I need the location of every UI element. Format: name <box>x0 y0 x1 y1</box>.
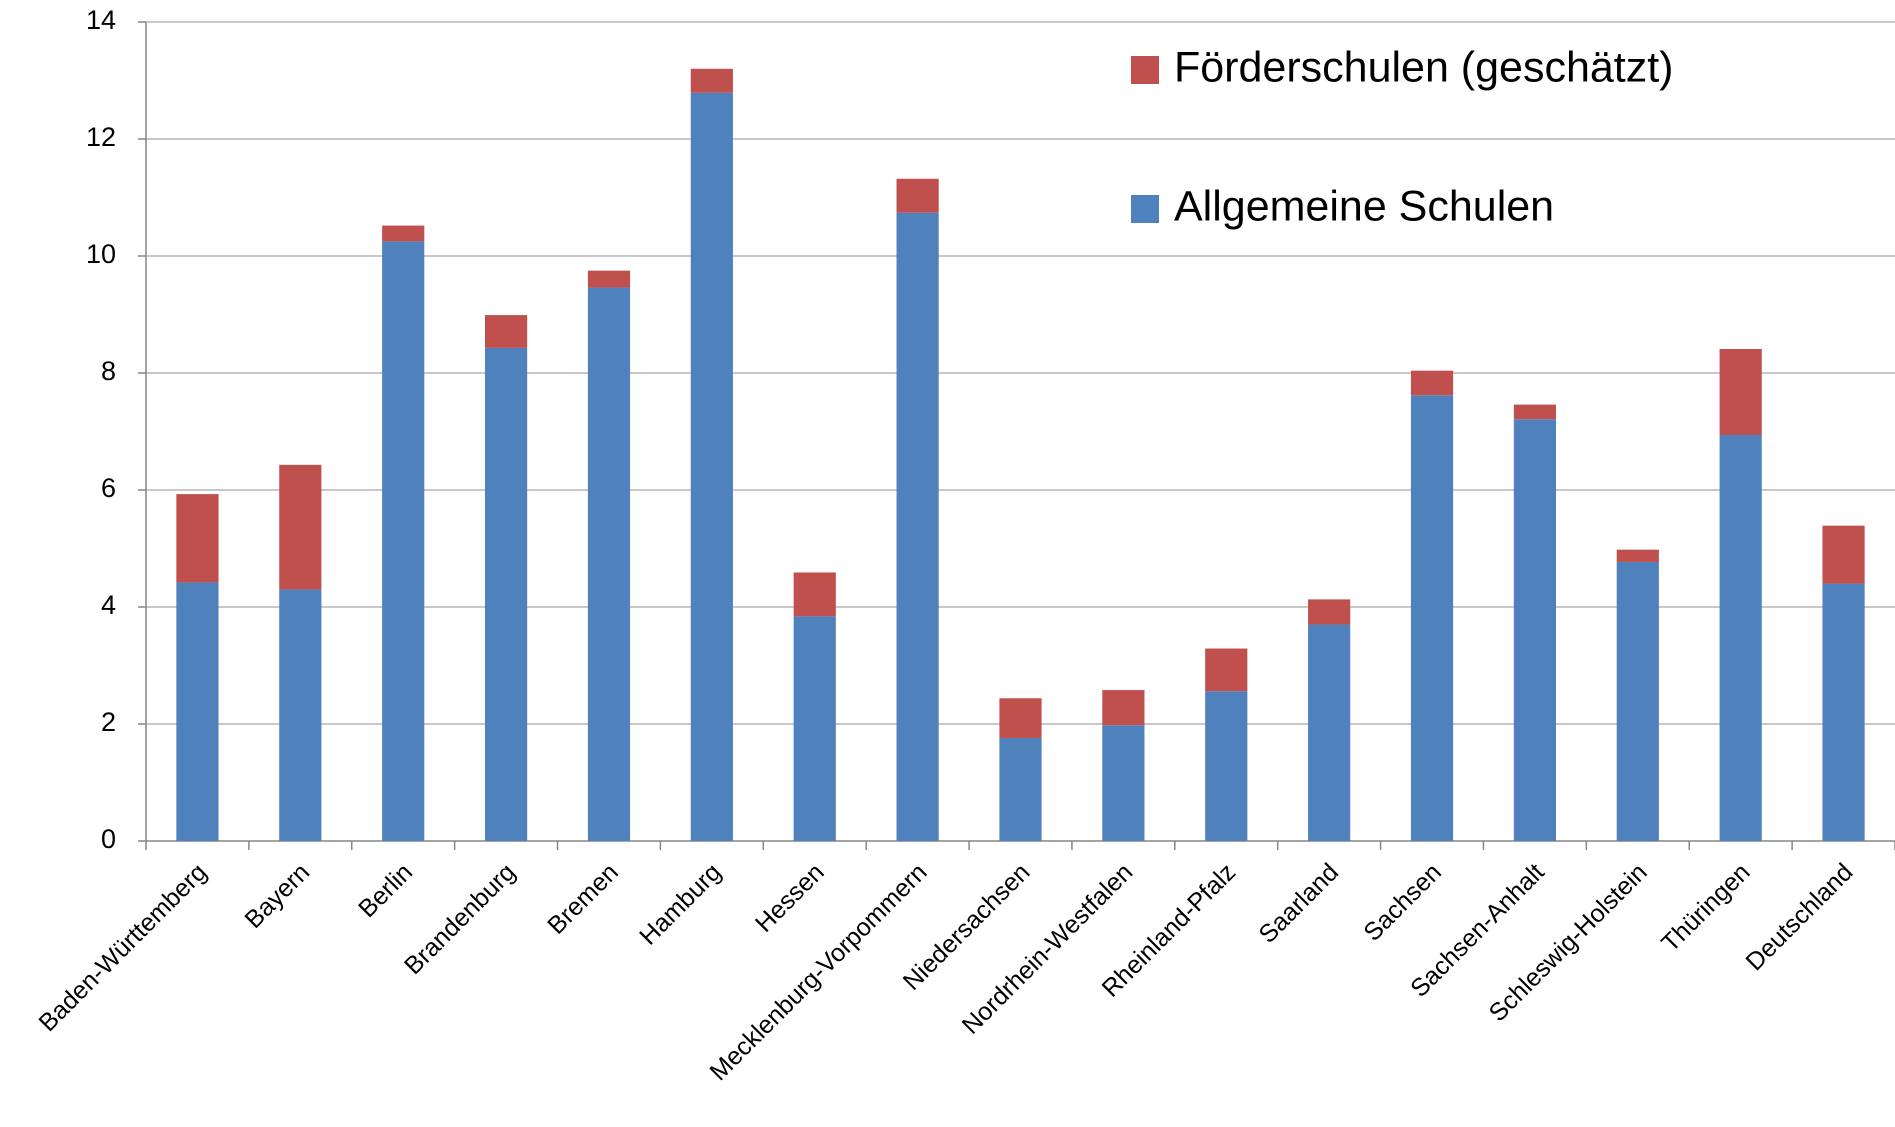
y-tick-label: 12 <box>86 122 116 152</box>
x-tick-label: Berlin <box>353 858 418 923</box>
bar-segment <box>1719 435 1762 841</box>
x-tick-label: Mecklenburg-Vorpommern <box>704 858 932 1086</box>
bar-segment <box>1513 404 1557 420</box>
bar-segment <box>1616 549 1659 562</box>
bar-segment <box>382 225 425 242</box>
bar-segment <box>587 287 631 842</box>
bar-segment <box>690 68 733 93</box>
x-tick-label: Deutschland <box>1740 858 1858 976</box>
bar-segment <box>587 270 631 288</box>
bar-segment <box>896 178 939 213</box>
bar-segment <box>896 212 939 841</box>
bar-segment <box>279 589 322 841</box>
x-tick-label: Nordrhein-Westfalen <box>957 858 1139 1040</box>
y-tick-label: 8 <box>101 356 116 386</box>
bar-segment <box>793 572 836 617</box>
bar-segment <box>1205 691 1248 841</box>
bar-segment <box>1822 583 1865 841</box>
legend-label: Allgemeine Schulen <box>1174 182 1554 230</box>
bar-segment <box>1102 690 1145 726</box>
bar-segment <box>382 241 425 841</box>
bar-segment <box>1410 370 1454 396</box>
x-tick-label: Sachsen <box>1358 858 1447 947</box>
y-tick-label: 10 <box>86 239 116 269</box>
x-tick-label: Brandenburg <box>399 858 521 980</box>
bar-segment <box>1616 561 1659 841</box>
bar-segment <box>793 616 836 841</box>
bar-segment <box>1102 725 1145 841</box>
y-tick-label: 6 <box>101 473 116 503</box>
y-tick-label: 4 <box>101 590 116 620</box>
bar-segment <box>1308 624 1351 841</box>
y-tick-label: 14 <box>86 5 116 35</box>
x-tick-label: Bremen <box>542 858 624 940</box>
bar-segment <box>484 347 528 841</box>
bar-segment <box>1822 525 1865 584</box>
bar-segment <box>690 92 733 841</box>
y-tick-label: 2 <box>101 707 116 737</box>
x-tick-label: Thüringen <box>1656 858 1755 957</box>
bar-segment <box>1719 349 1762 436</box>
bar-segment <box>1308 599 1351 625</box>
bar-segment <box>484 315 528 348</box>
legend-swatch <box>1131 195 1159 223</box>
bar-segment <box>176 494 219 583</box>
legend-label: Förderschulen (geschätzt) <box>1174 43 1674 91</box>
x-tick-label: Bayern <box>239 858 315 934</box>
bar-segment <box>999 738 1042 841</box>
x-tick-label: Saarland <box>1253 858 1344 949</box>
bar-segment <box>999 698 1042 739</box>
bar-segment <box>1410 395 1454 841</box>
y-tick-label: 0 <box>101 824 116 854</box>
x-tick-label: Hamburg <box>634 858 727 951</box>
legend-swatch <box>1131 56 1159 84</box>
x-tick-label: Hessen <box>750 858 830 938</box>
bar-segment <box>279 464 322 590</box>
bar-segment <box>1513 419 1557 841</box>
bar-segment <box>1205 648 1248 692</box>
bar-segment <box>176 582 219 841</box>
x-tick-label: Baden-Württemberg <box>33 858 212 1037</box>
